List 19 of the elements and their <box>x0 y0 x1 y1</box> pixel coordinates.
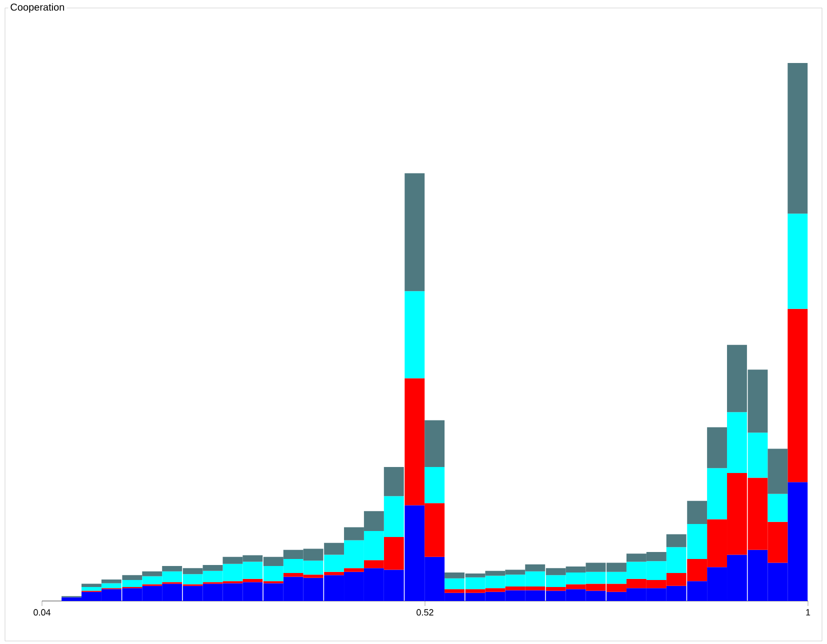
bar <box>768 494 788 522</box>
bar <box>707 427 728 468</box>
bar <box>404 291 425 378</box>
bar <box>788 62 808 214</box>
x-tick-label: 0.04 <box>34 609 50 616</box>
bar <box>344 568 364 572</box>
bar <box>788 214 808 309</box>
x-tick-label: 0.52 <box>416 609 434 616</box>
bar <box>666 534 686 548</box>
bar <box>424 420 445 468</box>
bar <box>687 500 708 524</box>
bar <box>424 467 445 504</box>
bar <box>82 584 102 587</box>
chart-title: Cooperation <box>10 3 64 13</box>
bar <box>384 467 404 496</box>
x-tick-label: 1 <box>806 609 810 616</box>
bar <box>768 448 788 494</box>
bar <box>788 308 808 482</box>
bar <box>404 173 425 292</box>
